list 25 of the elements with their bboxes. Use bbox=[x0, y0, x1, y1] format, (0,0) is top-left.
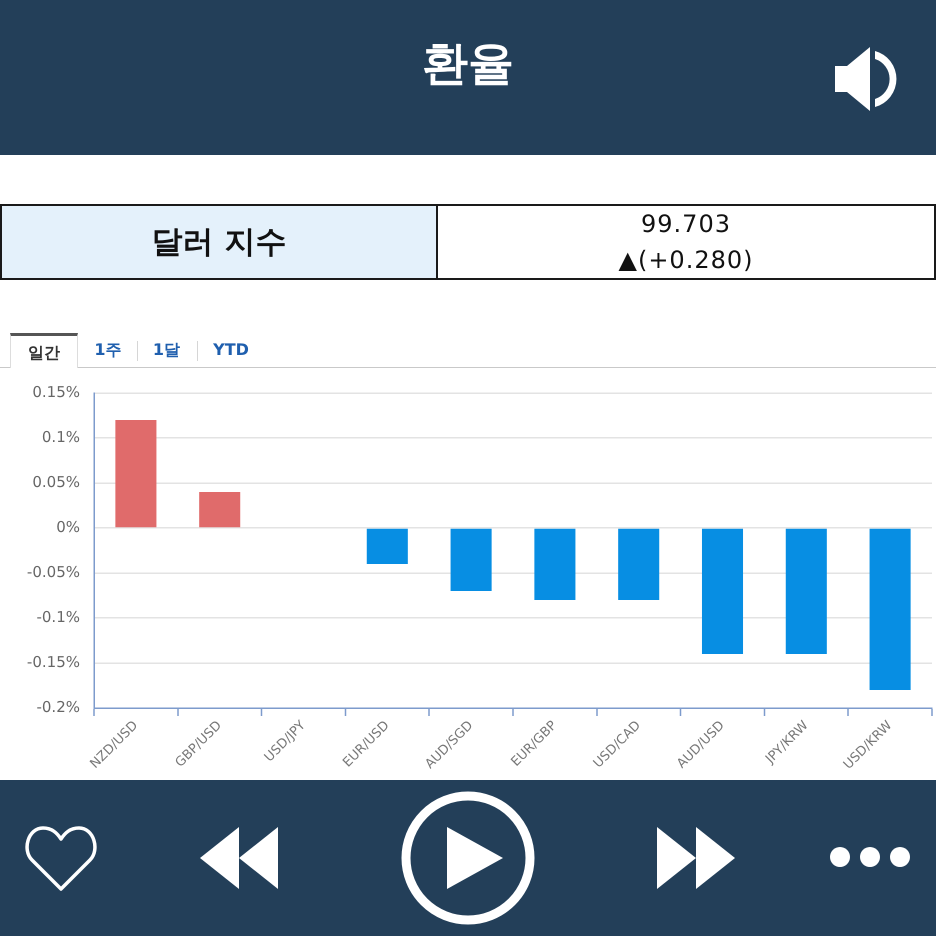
y-tick-label: 0.05% bbox=[32, 472, 80, 491]
chart-title: 환율 bbox=[421, 35, 515, 92]
bar bbox=[115, 420, 156, 528]
y-tick-label: 0% bbox=[56, 518, 80, 536]
bar bbox=[534, 528, 576, 600]
y-tick-label: -0.1% bbox=[36, 608, 80, 626]
y-tick-label: -0.2% bbox=[36, 698, 80, 716]
y-tick-label: 0.1% bbox=[42, 428, 80, 446]
bar bbox=[786, 528, 827, 654]
bar bbox=[199, 492, 240, 528]
bar bbox=[366, 528, 408, 564]
text: 99.703 bbox=[641, 209, 731, 240]
bar bbox=[450, 528, 492, 591]
bar bbox=[702, 528, 744, 654]
tab[interactable]: 1달 bbox=[137, 333, 196, 367]
tab[interactable]: 1주 bbox=[80, 333, 136, 367]
y-tick-label: -0.05% bbox=[26, 562, 80, 581]
tab[interactable]: YTD bbox=[198, 333, 264, 367]
bar bbox=[618, 528, 660, 600]
tab[interactable]: 일간 bbox=[10, 333, 78, 368]
text: 달러 지수 bbox=[152, 223, 286, 262]
bar bbox=[870, 528, 911, 690]
y-tick-label: -0.15% bbox=[26, 652, 80, 671]
y-tick-label: 0.15% bbox=[32, 382, 80, 401]
text: ▲(+0.280) bbox=[618, 245, 754, 276]
